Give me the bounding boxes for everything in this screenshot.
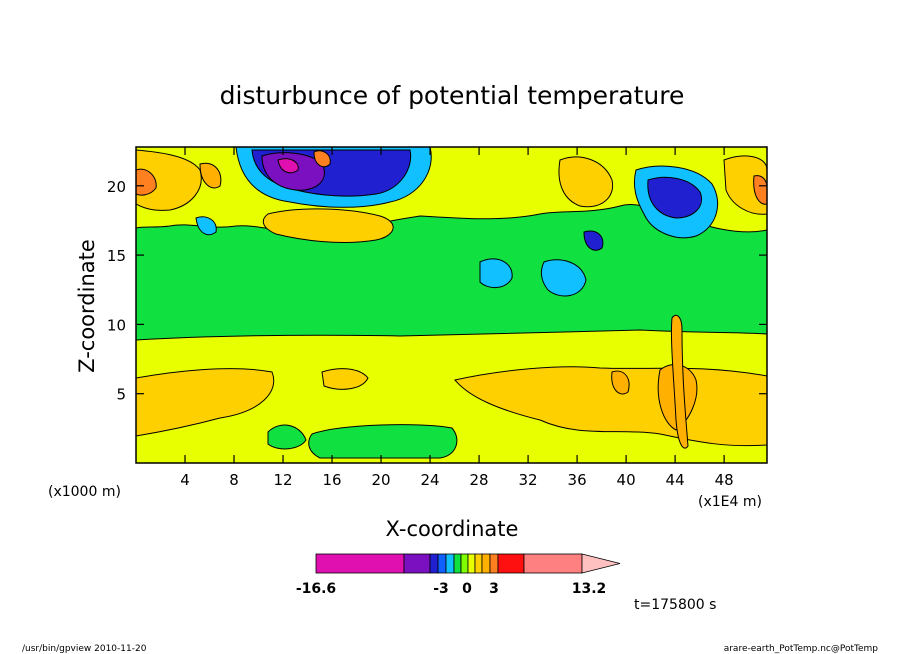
- field-lower-orange-small: [321, 368, 369, 390]
- chart-title: disturbunce of potential temperature: [220, 81, 685, 110]
- field-upper-orange-far-right: [723, 155, 767, 215]
- colorbar-segment: [315, 553, 405, 574]
- colorbar-segment: [460, 553, 469, 574]
- x-tick-label: 12: [273, 471, 292, 489]
- x-tick-label: 48: [715, 471, 734, 489]
- x-unit-right: (x1E4 m): [698, 494, 762, 510]
- field-bottom-green-patch-1: [267, 424, 307, 450]
- x-unit-left: (x1000 m): [48, 484, 121, 500]
- colorbar-segment: [474, 553, 483, 574]
- field-upper-orange-mid: [262, 208, 394, 243]
- colorbar-labels: -16.6 -3 0 3 13.2: [296, 581, 606, 597]
- field-upper-red-right: [753, 175, 767, 205]
- colorbar-segment: [489, 553, 499, 574]
- x-tick-label: 8: [229, 471, 239, 489]
- y-tick-label: 5: [116, 386, 126, 404]
- colorbar-segment: [497, 553, 525, 574]
- colorbar-segment: [437, 553, 447, 574]
- footer-left: /usr/bin/gpview 2010-11-20: [22, 644, 147, 654]
- y-tick-label: 20: [107, 178, 126, 196]
- plot-frame: [135, 146, 768, 464]
- colorbar: [315, 553, 621, 574]
- colorbar-segment: [429, 553, 439, 574]
- y-axis-label: Z-coordinate: [75, 239, 99, 373]
- colorbar-segment: [445, 553, 455, 574]
- colorbar-segment: [467, 553, 476, 574]
- x-tick-label: 28: [470, 471, 489, 489]
- field-positive-red-spot: [313, 150, 331, 168]
- field-negative-darkblue-right: [647, 176, 702, 219]
- colorbar-label: -16.6: [296, 581, 336, 597]
- field-upper-red-left: [136, 168, 157, 196]
- x-tick-label: 44: [666, 471, 685, 489]
- colorbar-label: 3: [489, 581, 499, 597]
- colorbar-segment: [403, 553, 431, 574]
- field-negative-cyan-mid: [479, 258, 513, 288]
- field-bottom-green-patch-2: [308, 424, 458, 459]
- colorbar-segment: [453, 553, 462, 574]
- x-tick-label: 32: [519, 471, 538, 489]
- field-lower-dark-orange-1: [611, 370, 630, 395]
- y-tick-label: 10: [107, 316, 126, 334]
- x-tick-label: 36: [568, 471, 587, 489]
- x-tick-label: 20: [372, 471, 391, 489]
- colorbar-label: 0: [462, 581, 472, 597]
- x-tick-label: 4: [180, 471, 190, 489]
- field-negative-cyan-mid-2: [540, 259, 587, 297]
- x-axis-ticks: 4 8 12 16 20 24 28 32 36 40 44 48: [180, 147, 734, 489]
- colorbar-segment: [481, 553, 491, 574]
- x-axis-label: X-coordinate: [386, 517, 519, 541]
- x-tick-label: 24: [421, 471, 440, 489]
- field-lower-orange-lobe-left: [136, 368, 275, 437]
- plot-area: [136, 147, 767, 463]
- field-upper-orange-right: [558, 156, 614, 208]
- colorbar-arrow: [581, 553, 621, 574]
- field-upper-orange-left: [136, 149, 202, 211]
- y-axis-ticks: 5 10 15 20: [107, 178, 767, 404]
- field-vertical-streak: [670, 314, 689, 449]
- field-negative-blue-small: [583, 230, 604, 251]
- x-tick-label: 40: [617, 471, 636, 489]
- field-negative-magenta-core: [277, 158, 299, 174]
- x-tick-label: 16: [322, 471, 341, 489]
- field-negative-cyan-left: [195, 216, 217, 236]
- time-label: t=175800 s: [634, 597, 716, 613]
- colorbar-label: -3: [433, 581, 449, 597]
- colorbar-segment: [523, 553, 583, 574]
- y-tick-label: 15: [107, 247, 126, 265]
- footer-right: arare-earth_PotTemp.nc@PotTemp: [724, 644, 879, 654]
- colorbar-label: 13.2: [572, 581, 607, 597]
- field-upper-orange-small: [199, 162, 222, 189]
